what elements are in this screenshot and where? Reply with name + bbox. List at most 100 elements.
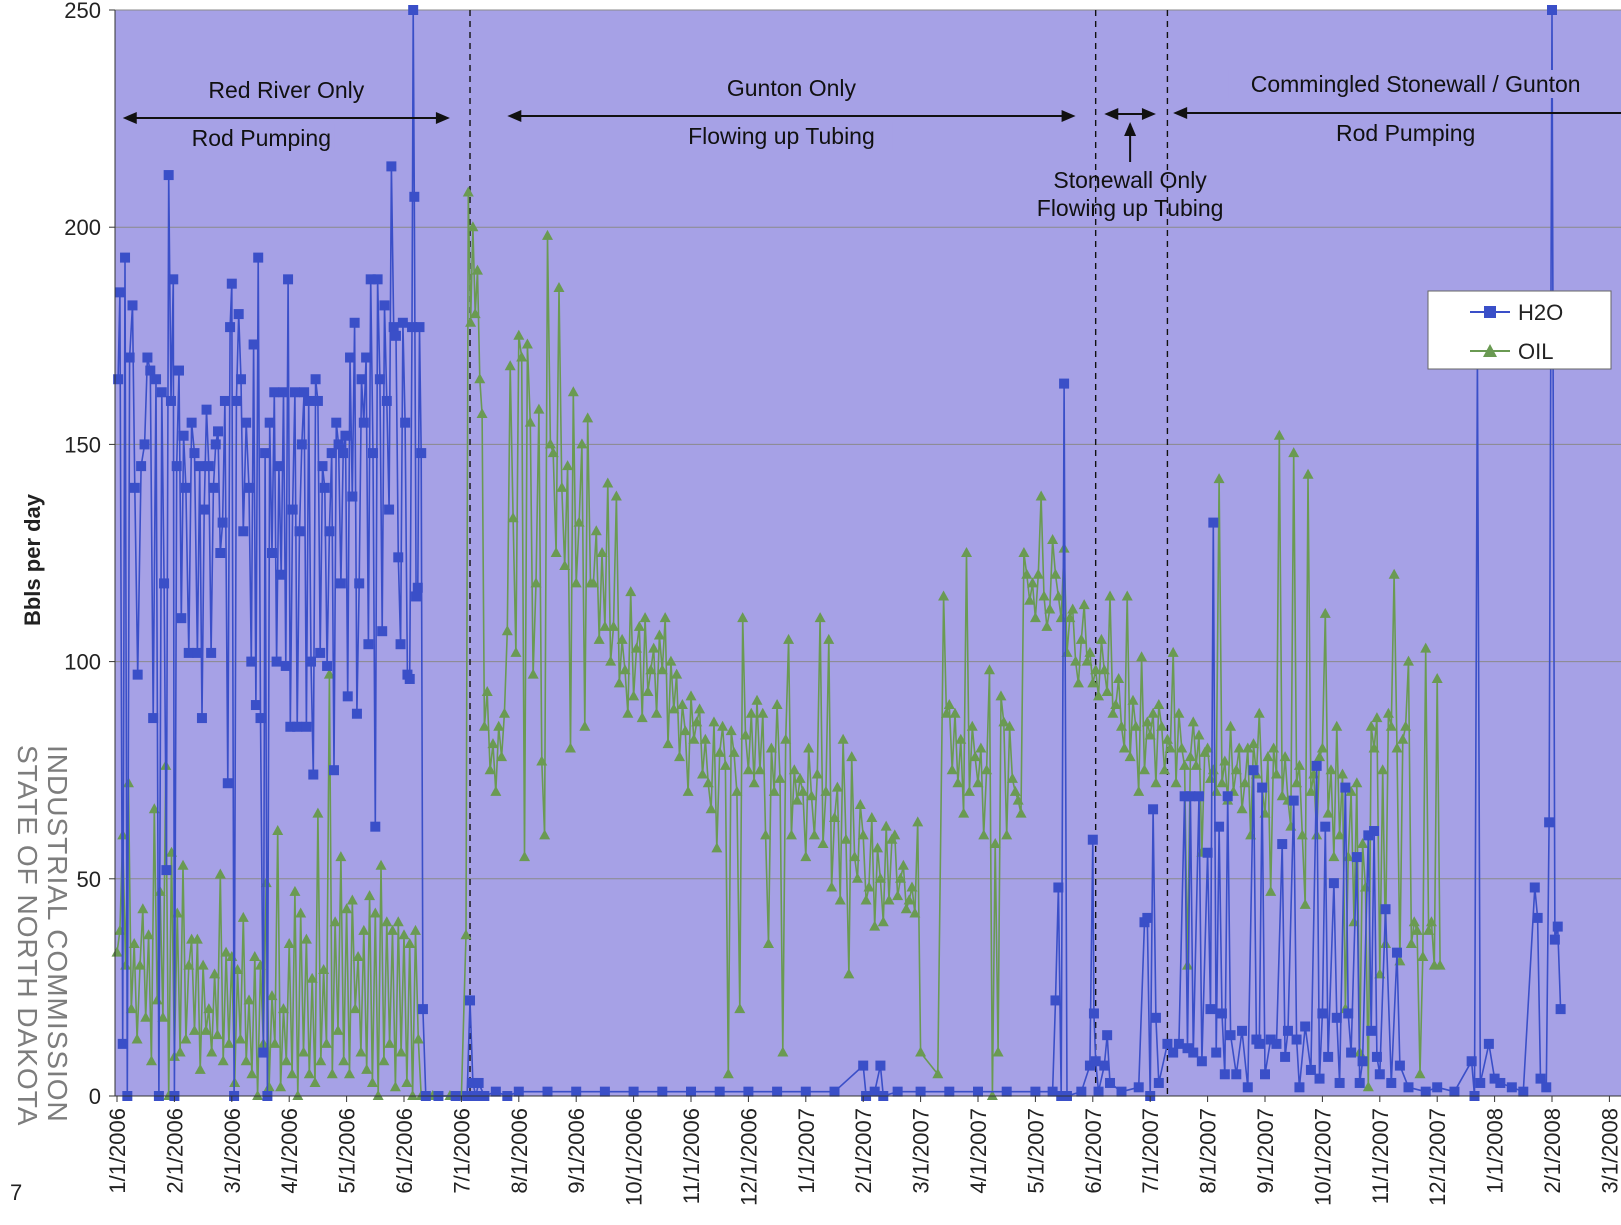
oil-point xyxy=(240,1055,252,1066)
oil-point xyxy=(1136,651,1148,662)
oil-point xyxy=(714,746,726,757)
x-axis-ticks: 1/1/2006 2/1/2006 3/1/2006 4/1/2006 5/1/2006… xyxy=(105,1096,1621,1206)
h2o-point xyxy=(1182,1043,1193,1054)
oil-point xyxy=(562,460,574,471)
oil-point xyxy=(740,729,752,740)
h2o-point xyxy=(490,1086,501,1097)
h2o-point xyxy=(1489,1073,1500,1084)
oil-point xyxy=(246,1068,258,1079)
oil-point xyxy=(1216,777,1228,788)
oil-point xyxy=(143,929,155,940)
h2o-point xyxy=(1380,904,1391,915)
oil-point xyxy=(387,924,399,935)
legend-box xyxy=(1427,290,1612,370)
oil-point xyxy=(524,416,536,427)
oil-point xyxy=(685,690,697,701)
oil-point xyxy=(1207,764,1219,775)
h2o-point xyxy=(244,482,255,493)
h2o-point xyxy=(1535,1073,1546,1084)
oil-point xyxy=(915,1046,927,1057)
h2o-point xyxy=(226,278,237,289)
h2o-point xyxy=(400,417,411,428)
oil-point xyxy=(851,872,863,883)
oil-point xyxy=(711,842,723,853)
y-tick-label: 100 xyxy=(64,650,101,675)
oil-point xyxy=(1047,533,1059,544)
oil-point xyxy=(869,920,881,931)
oil-point xyxy=(280,1055,292,1066)
h2o-point xyxy=(241,417,252,428)
x-tick-label: 4/1/2007 xyxy=(966,1108,991,1194)
oil-point xyxy=(961,547,973,557)
x-tick-label: 6/1/2007 xyxy=(1081,1108,1106,1194)
h2o-point xyxy=(127,300,138,311)
oil-point xyxy=(823,633,835,644)
h2o-point xyxy=(1346,1047,1357,1058)
oil-point xyxy=(481,686,493,697)
oil-point xyxy=(806,790,818,801)
oil-point xyxy=(1368,742,1380,753)
oil-point xyxy=(1167,646,1179,657)
h2o-point xyxy=(800,1086,811,1097)
oil-point xyxy=(1242,742,1254,753)
h2o-point xyxy=(1211,1047,1222,1058)
h2o-point xyxy=(1529,882,1540,893)
oil-point xyxy=(906,881,918,892)
h2o-point xyxy=(171,461,182,472)
oil-point xyxy=(762,937,774,948)
oil-point xyxy=(1434,959,1446,970)
x-tick-label: 2/1/2007 xyxy=(851,1108,876,1194)
y-axis-label: Bbls per day xyxy=(20,493,45,626)
h2o-point xyxy=(409,191,420,202)
h2o-point xyxy=(1328,878,1339,889)
h2o-point xyxy=(132,669,143,680)
oil-point xyxy=(1164,742,1176,753)
h2o-point xyxy=(1188,1047,1199,1058)
x-tick-label: 1/1/2008 xyxy=(1483,1108,1508,1194)
oil-point xyxy=(384,1037,396,1048)
x-tick-label: 10/1/2007 xyxy=(1310,1108,1335,1206)
h2o-point xyxy=(1386,1077,1397,1088)
oil-point xyxy=(717,720,729,731)
oil-point xyxy=(474,373,486,384)
oil-point xyxy=(487,738,499,749)
oil-point xyxy=(656,664,668,675)
h2o-point xyxy=(1369,826,1380,837)
oil-point xyxy=(897,859,909,870)
oil-point xyxy=(840,833,852,844)
h2o-point xyxy=(858,1060,869,1071)
oil-point xyxy=(645,664,657,675)
oil-point xyxy=(1052,590,1064,601)
h2o-point xyxy=(1366,1025,1377,1036)
oil-point xyxy=(206,1046,218,1057)
oil-point xyxy=(243,994,255,1005)
oil-point xyxy=(1239,777,1251,788)
oil-point xyxy=(145,1055,157,1066)
oil-point xyxy=(1090,664,1102,675)
h2o-point xyxy=(280,660,291,671)
oil-point xyxy=(783,633,795,644)
oil-point xyxy=(826,881,838,892)
oil-point xyxy=(1248,738,1260,749)
legend-oil-label: OIL xyxy=(1518,339,1553,364)
oil-point xyxy=(1147,707,1159,718)
h2o-point xyxy=(194,461,205,472)
oil-point xyxy=(788,764,800,775)
oil-point xyxy=(1362,1081,1374,1092)
oil-point xyxy=(992,1046,1004,1057)
oil-point xyxy=(1302,468,1314,479)
gunton-label: Gunton Only xyxy=(727,75,857,101)
h2o-point xyxy=(1153,1077,1164,1088)
h2o-point xyxy=(201,404,212,415)
oil-point xyxy=(1104,590,1116,601)
h2o-point xyxy=(404,673,415,684)
oil-point xyxy=(544,438,556,449)
h2o-point xyxy=(1300,1021,1311,1032)
gunton-arrow-head-right xyxy=(1061,110,1076,122)
h2o-point xyxy=(117,1038,128,1049)
oil-point xyxy=(1230,764,1242,775)
oil-point xyxy=(679,725,691,736)
h2o-point xyxy=(192,647,203,658)
h2o-point xyxy=(1518,1086,1529,1097)
oil-point xyxy=(1403,655,1414,666)
